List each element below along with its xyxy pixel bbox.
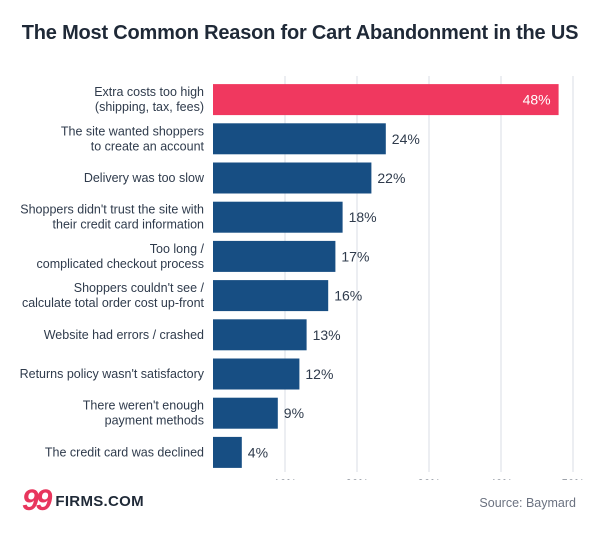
data-label: 12%	[305, 366, 333, 382]
bar	[213, 201, 343, 233]
x-tick-label: 40%	[489, 479, 512, 480]
bar	[213, 436, 242, 468]
data-label: 4%	[248, 444, 268, 460]
bar	[213, 319, 307, 351]
category-label-line: The credit card was declined	[45, 445, 204, 459]
data-label: 18%	[349, 209, 377, 225]
x-tick-label: 50%	[561, 479, 584, 480]
category-label: There weren't enough payment methods	[83, 399, 204, 428]
data-label: 22%	[377, 170, 405, 186]
bar	[213, 162, 372, 194]
data-label: 9%	[284, 405, 304, 421]
category-label: Delivery was too slow	[84, 171, 205, 185]
data-label: 16%	[334, 288, 362, 304]
category-label-line: to create an account	[91, 139, 205, 153]
bar	[213, 240, 336, 272]
category-label: The site wanted shoppers to create an acc…	[61, 124, 205, 153]
category-label-line: (shipping, tax, fees)	[95, 100, 204, 114]
data-label: 17%	[341, 248, 369, 264]
category-label-line: Extra costs too high	[94, 85, 204, 99]
bar	[213, 123, 386, 155]
category-label: Extra costs too high (shipping, tax, fees…	[94, 85, 204, 114]
category-label: Shoppers didn't trust the site with their…	[20, 203, 204, 232]
category-label: Website had errors / crashed	[44, 328, 204, 342]
category-label-line: The site wanted shoppers	[61, 124, 204, 138]
bar	[213, 358, 300, 390]
category-label-line: Shoppers didn't trust the site with	[20, 203, 204, 217]
category-label-line: calculate total order cost up-front	[22, 296, 205, 310]
bar	[213, 84, 559, 116]
bar-chart: 10% 20% 30% 40% 50% 48% Extra costs too high(s…	[20, 76, 585, 480]
firms-logo: 99 FIRMS.COM	[22, 484, 144, 517]
x-tick-label: 10%	[273, 479, 296, 480]
x-tick-label: 20%	[345, 479, 368, 480]
category-label: Too long / complicated checkout process	[37, 242, 205, 271]
category-label-line: Shoppers couldn't see /	[74, 281, 205, 295]
category-label: Shoppers couldn't see / calculate total o…	[22, 281, 205, 310]
data-label: 48%	[523, 92, 551, 108]
logo-number: 99	[22, 484, 52, 517]
category-label-line: Website had errors / crashed	[44, 328, 204, 342]
category-label-line: Delivery was too slow	[84, 171, 205, 185]
source-note: Source: Baymard	[479, 496, 576, 510]
category-label-line: Returns policy wasn't satisfactory	[20, 367, 205, 381]
data-label: 13%	[313, 327, 341, 343]
chart-title: The Most Common Reason for Cart Abandonm…	[21, 22, 579, 44]
category-label-line: There weren't enough	[83, 399, 204, 413]
category-label: Returns policy wasn't satisfactory	[20, 367, 205, 381]
logo-text: FIRMS.COM	[55, 492, 144, 510]
data-label: 24%	[392, 131, 420, 147]
x-tick-label: 30%	[417, 479, 440, 480]
bar	[213, 280, 329, 312]
bar	[213, 397, 278, 429]
category-label-line: Too long /	[150, 242, 205, 256]
category-label: The credit card was declined	[45, 445, 204, 459]
category-label-line: payment methods	[105, 414, 204, 428]
category-label-line: complicated checkout process	[37, 257, 204, 271]
category-label-line: their credit card information	[53, 218, 205, 232]
